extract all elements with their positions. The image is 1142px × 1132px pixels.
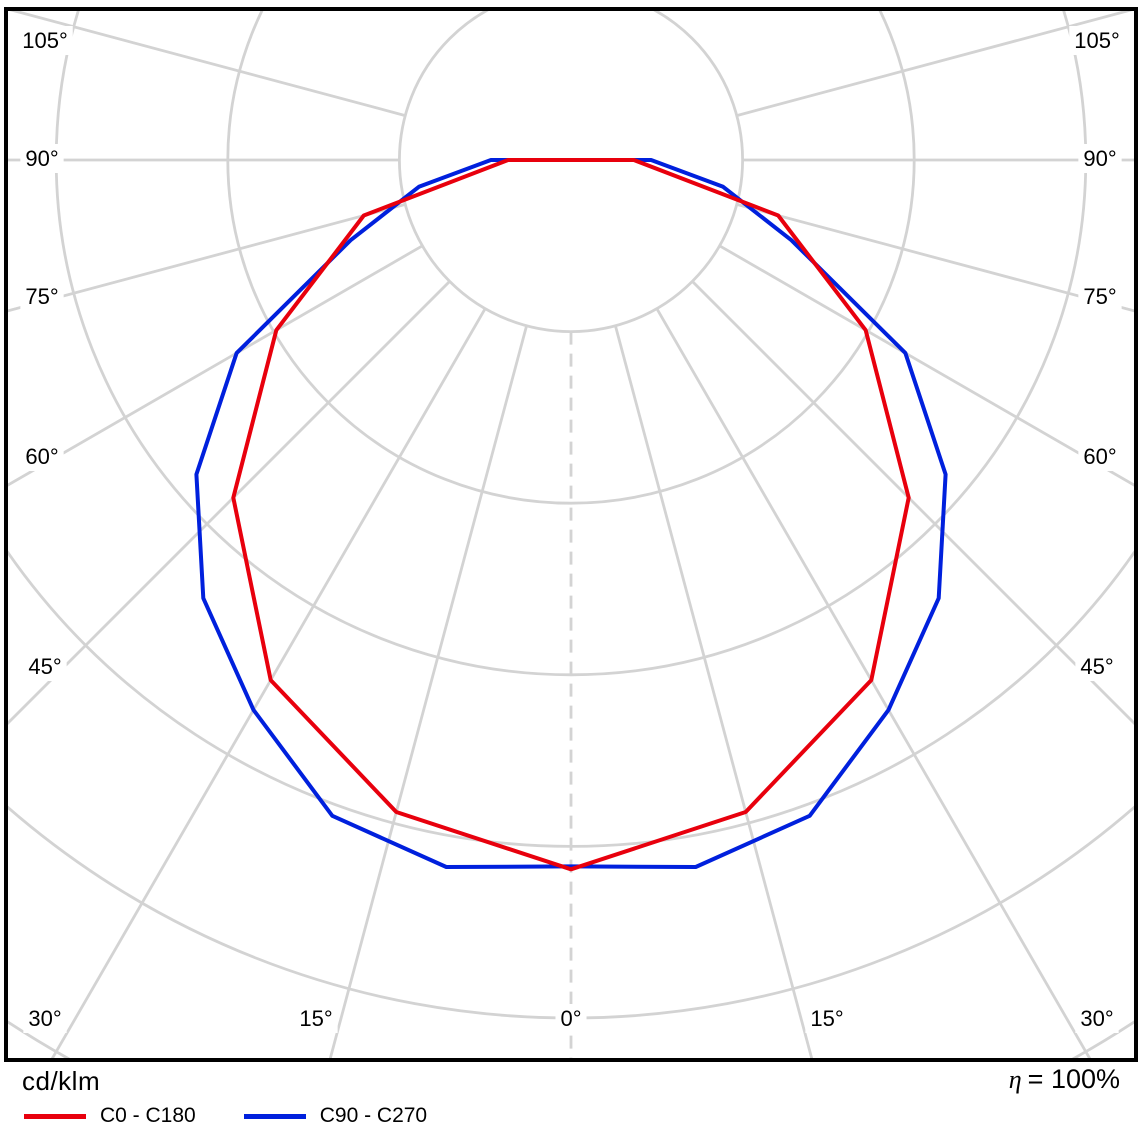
grid-ray [9,11,406,117]
legend: C0 - C180 C90 - C270 [24,1104,427,1128]
angle-label-backplate [20,442,64,471]
angle-label: 15° [810,1006,843,1031]
angle-label-backplate [1078,442,1122,471]
grid-ray [736,11,1133,117]
curve-c0-c180 [231,158,911,872]
legend-label-c90-c270: C90 - C270 [319,1104,428,1127]
angle-label: 45° [28,654,61,679]
angle-label-backplate [20,282,64,311]
angle-label: 60° [1083,444,1116,469]
grid-ray [614,325,814,1058]
grid-ring [398,11,744,333]
grid-ray [8,244,424,487]
chart-footer: cd/klm η = 100% C0 - C180 C90 - C270 [0,1062,1142,1132]
angle-label-backplate [1078,282,1122,311]
angle-label-backplate [23,652,67,681]
grid-ray [8,203,406,313]
angle-label-backplate [1075,1004,1119,1033]
angle-label: 45° [1080,654,1113,679]
grid-ray [691,280,1134,725]
angle-label: 90° [25,146,58,171]
eta-symbol: η [1008,1065,1022,1094]
angle-label-backplate [555,1004,587,1033]
grid-ray [328,325,528,1058]
grid-ray [718,244,1134,487]
angle-label: 90° [1083,146,1116,171]
plot-border [4,7,1138,1062]
angle-label-backplate [1075,652,1119,681]
angle-label: 105° [1074,28,1120,53]
angle-label: 30° [1080,1006,1113,1031]
unit-label: cd/klm [22,1066,101,1096]
angle-label-backplate [17,26,73,55]
angle-label: 15° [299,1006,332,1031]
angle-label: 105° [22,28,68,53]
legend-swatch-blue-line [243,1113,306,1119]
angle-label-backplate [23,1004,67,1033]
angle-label-backplate [1078,144,1122,173]
eta-value: = 100% [1027,1064,1120,1094]
grid-ray [736,203,1134,313]
angle-label: 0° [560,1006,581,1031]
legend-item-c90-c270: C90 - C270 [243,1104,428,1128]
efficiency-label: η = 100% [1009,1064,1120,1095]
polar-chart: 105° 90° 75° 60° 45° 30° 105° 90° 75° 60° 45° 30° 15… [4,7,1138,1062]
angle-label-backplate [1069,26,1125,55]
angle-label: 75° [1083,284,1116,309]
grid-ray [50,307,487,1058]
angle-label: 30° [28,1006,61,1031]
grid-ray [8,280,451,725]
angle-labels: 105° 90° 75° 60° 45° 30° 105° 90° 75° 60° 45° 30° 15… [17,26,1125,1033]
legend-swatch-red-line [24,1113,86,1119]
angle-label-backplate [294,1004,338,1033]
angle-label: 75° [25,284,58,309]
angle-label-backplate [20,144,64,173]
angle-label: 60° [25,444,58,469]
legend-item-c0-c180: C0 - C180 [24,1104,196,1128]
angle-label-backplate [805,1004,849,1033]
grid-ray [655,307,1092,1058]
legend-label-c0-c180: C0 - C180 [100,1104,196,1127]
